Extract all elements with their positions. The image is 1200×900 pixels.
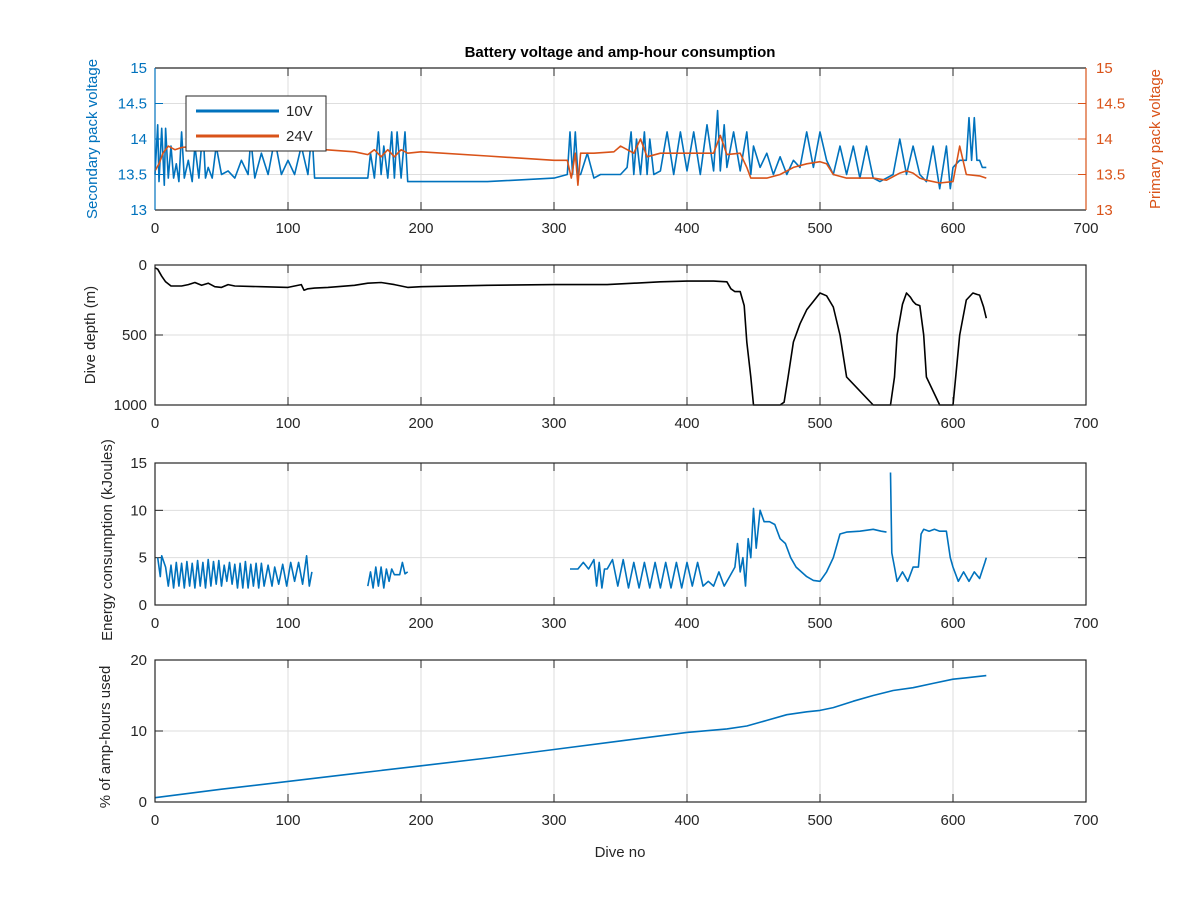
x-tick-label: 500	[807, 415, 832, 432]
x-tick-label: 400	[674, 415, 699, 432]
y-tick-label: 0	[139, 597, 147, 614]
amp-hours-line	[154, 674, 987, 799]
y-axis-label-left: Secondary pack voltage	[84, 59, 101, 219]
y-tick-label: 10	[130, 723, 147, 740]
y-tick-label: 15	[130, 455, 147, 472]
energy-line-segment	[570, 507, 887, 589]
x-tick-label: 700	[1073, 812, 1098, 829]
y-tick-label: 0	[139, 794, 147, 811]
y-tick-label: 0	[139, 257, 147, 274]
y-axis-label: Energy consumption (kJoules)	[99, 439, 116, 641]
x-tick-label: 400	[674, 812, 699, 829]
energy-line-segment	[156, 554, 313, 589]
chart-title: Battery voltage and amp-hour consumption	[465, 44, 776, 61]
x-tick-label: 200	[408, 615, 433, 632]
x-tick-label: 0	[151, 812, 159, 829]
x-tick-label: 0	[151, 220, 159, 237]
x-tick-label: 400	[674, 220, 699, 237]
x-tick-label: 700	[1073, 220, 1098, 237]
x-tick-label: 0	[151, 415, 159, 432]
axes-box	[154, 264, 1087, 406]
x-axis-label: Dive no	[595, 844, 646, 861]
y-axis-label: % of amp-hours used	[97, 666, 114, 809]
x-tick-label: 200	[408, 220, 433, 237]
legend-box	[185, 95, 327, 152]
x-tick-label: 600	[940, 415, 965, 432]
legend-label-10v: 10V	[286, 103, 313, 120]
x-tick-label: 0	[151, 615, 159, 632]
x-tick-label: 200	[408, 415, 433, 432]
y-tick-label: 13	[130, 202, 147, 219]
series-10v-line	[154, 109, 987, 190]
series-24v-line	[154, 134, 987, 186]
x-tick-label: 500	[807, 615, 832, 632]
right-y-tick-label: 14	[1096, 131, 1113, 148]
x-tick-label: 300	[541, 615, 566, 632]
right-y-tick-label: 15	[1096, 60, 1113, 77]
y-tick-label: 20	[130, 652, 147, 669]
y-tick-label: 13.5	[118, 167, 147, 184]
x-tick-label: 600	[940, 220, 965, 237]
legend-label-24v: 24V	[286, 128, 313, 145]
x-tick-label: 100	[275, 812, 300, 829]
x-tick-label: 100	[275, 615, 300, 632]
x-tick-label: 600	[940, 615, 965, 632]
right-y-tick-label: 13.5	[1096, 167, 1125, 184]
dive-depth-line	[154, 267, 988, 406]
energy-line-segment	[367, 561, 409, 589]
y-tick-label: 500	[122, 327, 147, 344]
subplot-1: 0 100 200 300 400 500 600 7001313.51414.5151313…	[84, 59, 1164, 237]
x-tick-label: 600	[940, 812, 965, 829]
subplot-4: 0 100 200 300 400 500 600 700 0 10 20 % of amp-hour…	[97, 652, 1099, 861]
subplot-3: 0 100 200 300 400 500 600 700 0 5 10 15 Energy consu…	[99, 439, 1099, 641]
x-tick-label: 400	[674, 615, 699, 632]
y-axis-label: Dive depth (m)	[82, 286, 99, 384]
y-tick-label: 1000	[114, 397, 147, 414]
x-tick-label: 700	[1073, 415, 1098, 432]
right-y-tick-label: 14.5	[1096, 96, 1125, 113]
energy-line-segment	[889, 472, 988, 583]
x-tick-label: 300	[541, 812, 566, 829]
x-tick-label: 100	[275, 220, 300, 237]
x-tick-label: 500	[807, 220, 832, 237]
y-tick-label: 10	[130, 502, 147, 519]
y-axis-label-right: Primary pack voltage	[1147, 69, 1164, 209]
right-y-tick-label: 13	[1096, 202, 1113, 219]
x-tick-label: 100	[275, 415, 300, 432]
y-tick-label: 14.5	[118, 96, 147, 113]
y-tick-label: 15	[130, 60, 147, 77]
axes-box	[154, 659, 1087, 803]
subplot-2: 0 100 200 300 400 500 600 700 0 500 1000 Dive depth…	[82, 257, 1099, 432]
x-tick-label: 300	[541, 415, 566, 432]
y-tick-label: 14	[130, 131, 147, 148]
x-tick-label: 200	[408, 812, 433, 829]
x-tick-label: 500	[807, 812, 832, 829]
axes-box	[154, 462, 1087, 606]
x-tick-label: 700	[1073, 615, 1098, 632]
x-tick-label: 300	[541, 220, 566, 237]
y-tick-label: 5	[139, 550, 147, 567]
